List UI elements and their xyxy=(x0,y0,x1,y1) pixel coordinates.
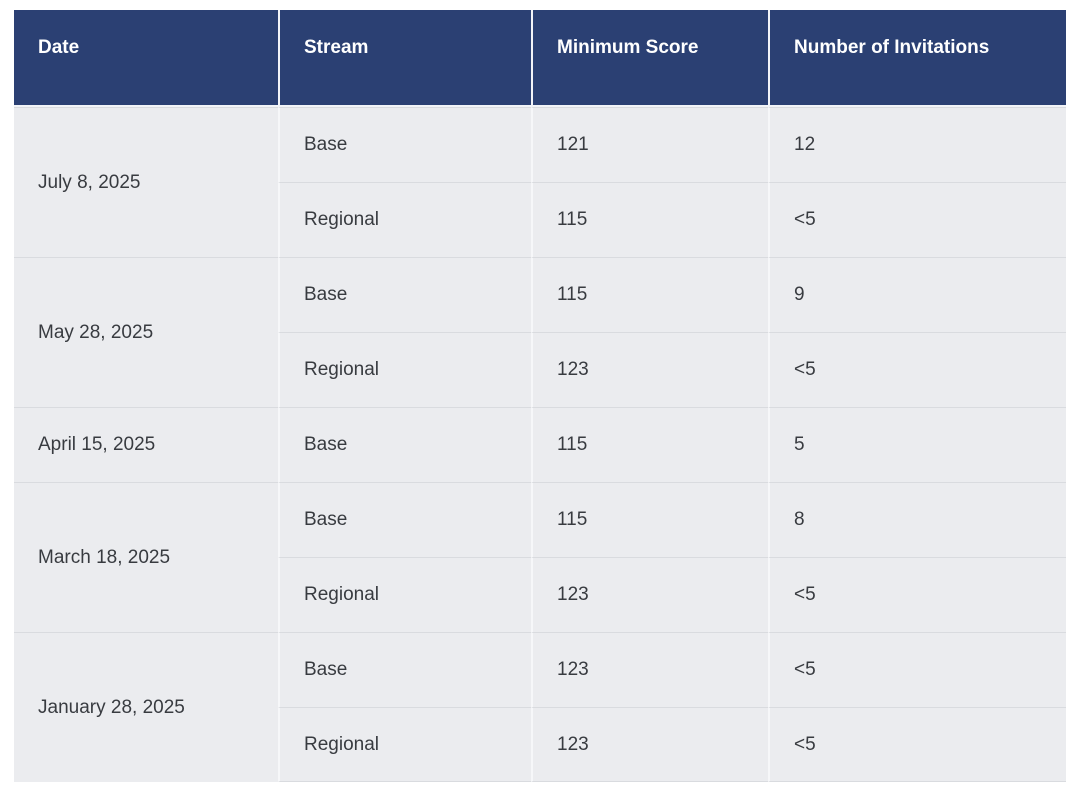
table-body: July 8, 2025 Base 121 12 Regional 115 <5 May 28… xyxy=(14,107,1066,782)
stream-cell: Base xyxy=(278,107,531,182)
invitations-cell: <5 xyxy=(768,707,1066,782)
min-score-cell: 123 xyxy=(531,557,768,632)
table-row: January 28, 2025 Base 123 <5 xyxy=(14,632,1066,782)
invitations-cell: <5 xyxy=(768,632,1066,707)
invitations-cell: 5 xyxy=(768,407,1066,482)
min-score-cell: 123 xyxy=(531,707,768,782)
table-row: Regional 123 <5 xyxy=(14,557,1066,632)
table-row: March 18, 2025 Base 115 8 xyxy=(14,482,1066,632)
invitations-cell: <5 xyxy=(768,332,1066,407)
min-score-cell: 115 xyxy=(531,257,768,332)
stream-cell: Regional xyxy=(278,557,531,632)
header-row: Date Stream Minimum Score Number of Invi… xyxy=(14,10,1066,107)
stream-cell: Base xyxy=(278,407,531,482)
min-score-cell: 115 xyxy=(531,482,768,557)
table-row: April 15, 2025 Base 115 5 xyxy=(14,407,1066,482)
date-cell: March 18, 2025 xyxy=(14,482,278,632)
date-cell: January 28, 2025 xyxy=(14,632,278,782)
invitations-cell: <5 xyxy=(768,557,1066,632)
column-header-date: Date xyxy=(14,10,278,107)
min-score-cell: 121 xyxy=(531,107,768,182)
stream-cell: Regional xyxy=(278,182,531,257)
table-row: Regional 115 <5 xyxy=(14,182,1066,257)
date-cell: May 28, 2025 xyxy=(14,257,278,407)
stream-cell: Regional xyxy=(278,332,531,407)
min-score-cell: 123 xyxy=(531,632,768,707)
min-score-cell: 115 xyxy=(531,407,768,482)
invitations-cell: 8 xyxy=(768,482,1066,557)
table-row: Regional 123 <5 xyxy=(14,707,1066,782)
stream-cell: Base xyxy=(278,482,531,557)
date-cell: April 15, 2025 xyxy=(14,407,278,482)
table-row: Regional 123 <5 xyxy=(14,332,1066,407)
table-header: Date Stream Minimum Score Number of Invi… xyxy=(14,10,1066,107)
stream-cell: Regional xyxy=(278,707,531,782)
table-row: May 28, 2025 Base 115 9 xyxy=(14,257,1066,407)
min-score-cell: 123 xyxy=(531,332,768,407)
column-header-stream: Stream xyxy=(278,10,531,107)
column-header-number-of-invitations: Number of Invitations xyxy=(768,10,1066,107)
min-score-cell: 115 xyxy=(531,182,768,257)
invitation-rounds-table: Date Stream Minimum Score Number of Invi… xyxy=(14,10,1066,782)
invitations-cell: 12 xyxy=(768,107,1066,182)
date-cell: July 8, 2025 xyxy=(14,107,278,257)
stream-cell: Base xyxy=(278,632,531,707)
table-row: July 8, 2025 Base 121 12 xyxy=(14,107,1066,257)
column-header-minimum-score: Minimum Score xyxy=(531,10,768,107)
invitations-cell: 9 xyxy=(768,257,1066,332)
stream-cell: Base xyxy=(278,257,531,332)
invitations-cell: <5 xyxy=(768,182,1066,257)
